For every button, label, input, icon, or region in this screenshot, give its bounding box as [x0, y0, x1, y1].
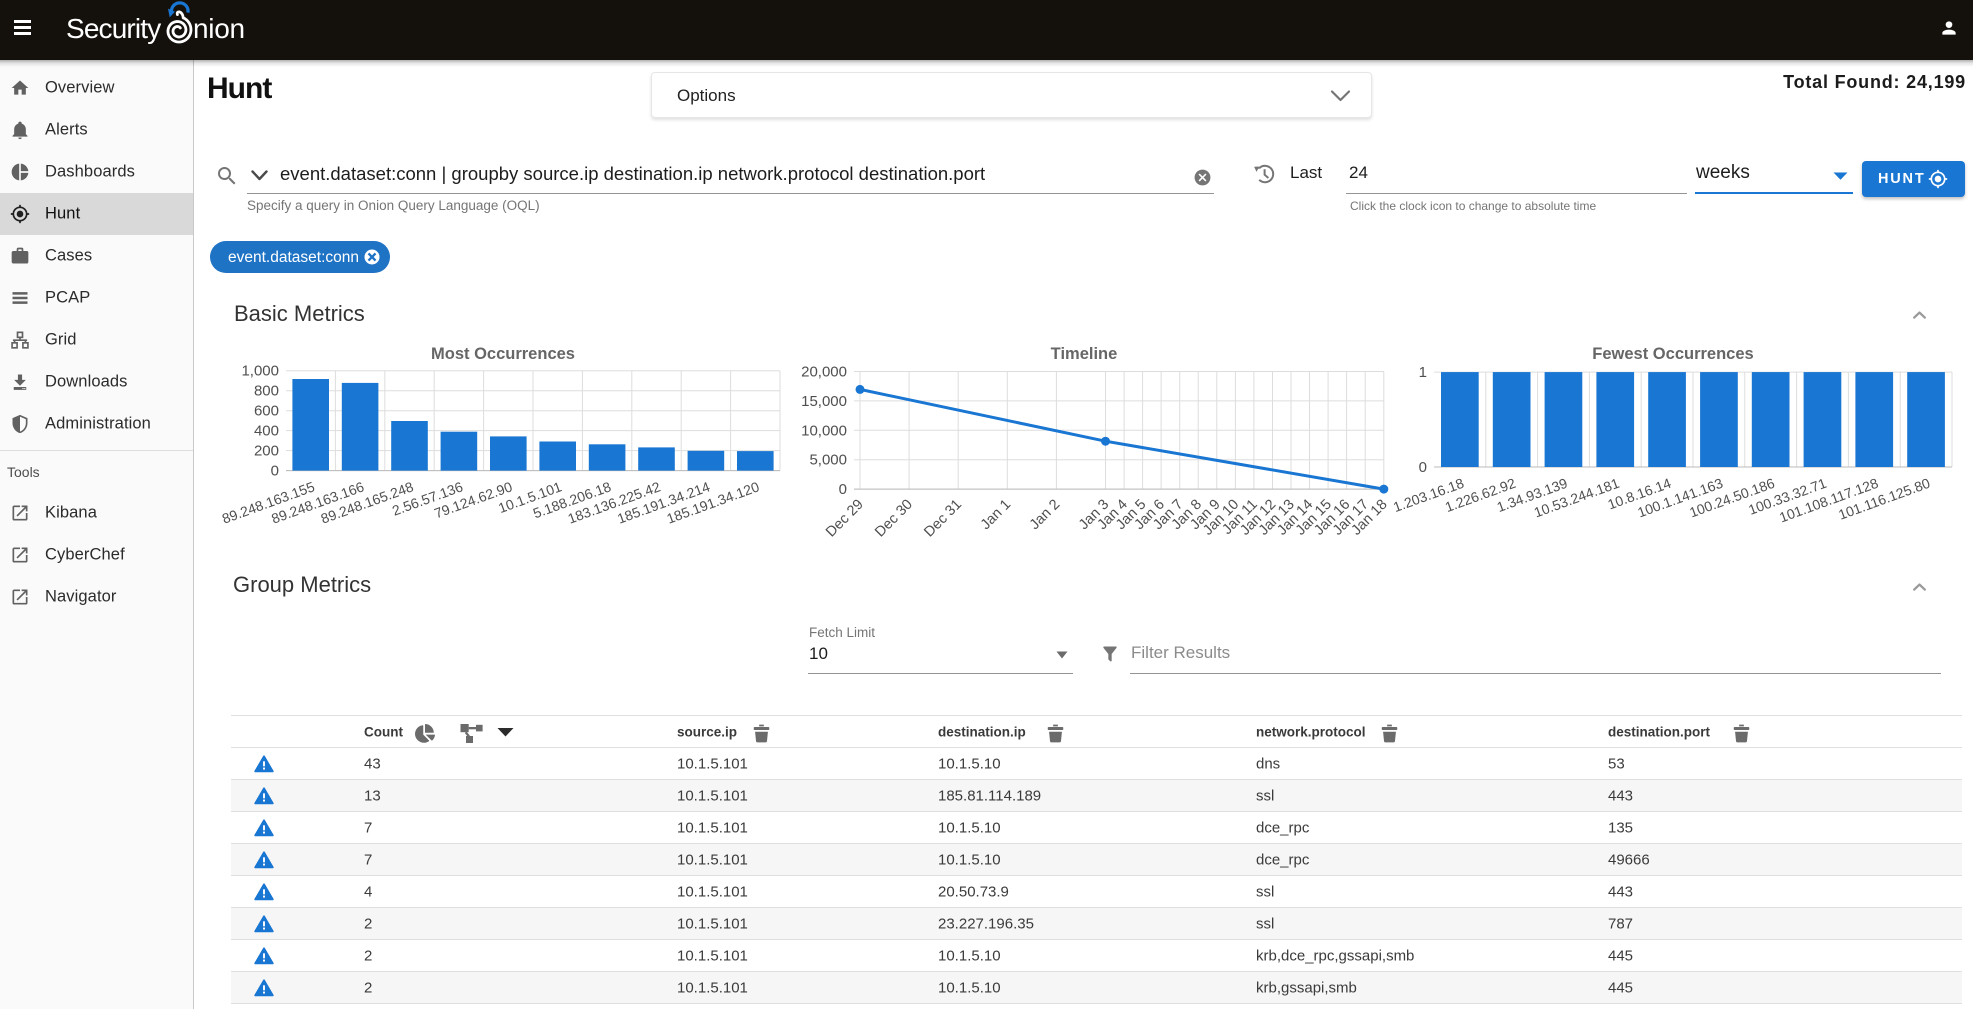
svg-text:0: 0 — [1419, 459, 1427, 476]
svg-text:1: 1 — [1419, 364, 1427, 381]
svg-text:Dec 30: Dec 30 — [872, 497, 916, 541]
svg-text:1,000: 1,000 — [241, 363, 279, 380]
svg-text:5,000: 5,000 — [809, 452, 847, 469]
svg-text:Most Occurrences: Most Occurrences — [431, 345, 575, 363]
svg-text:Dec 29: Dec 29 — [823, 497, 867, 541]
svg-text:600: 600 — [254, 403, 279, 420]
svg-text:Jan 2: Jan 2 — [1027, 497, 1063, 533]
svg-text:0: 0 — [839, 481, 847, 498]
svg-text:0: 0 — [271, 463, 279, 480]
svg-text:15,000: 15,000 — [801, 393, 847, 410]
svg-text:Fewest Occurrences: Fewest Occurrences — [1592, 345, 1753, 363]
svg-text:800: 800 — [254, 383, 279, 400]
svg-text:10,000: 10,000 — [801, 422, 847, 439]
svg-text:Jan 1: Jan 1 — [978, 497, 1014, 533]
svg-text:Dec 31: Dec 31 — [921, 497, 965, 541]
svg-text:20,000: 20,000 — [801, 364, 847, 381]
svg-text:Timeline: Timeline — [1051, 345, 1118, 363]
svg-text:200: 200 — [254, 443, 279, 460]
svg-text:400: 400 — [254, 423, 279, 440]
